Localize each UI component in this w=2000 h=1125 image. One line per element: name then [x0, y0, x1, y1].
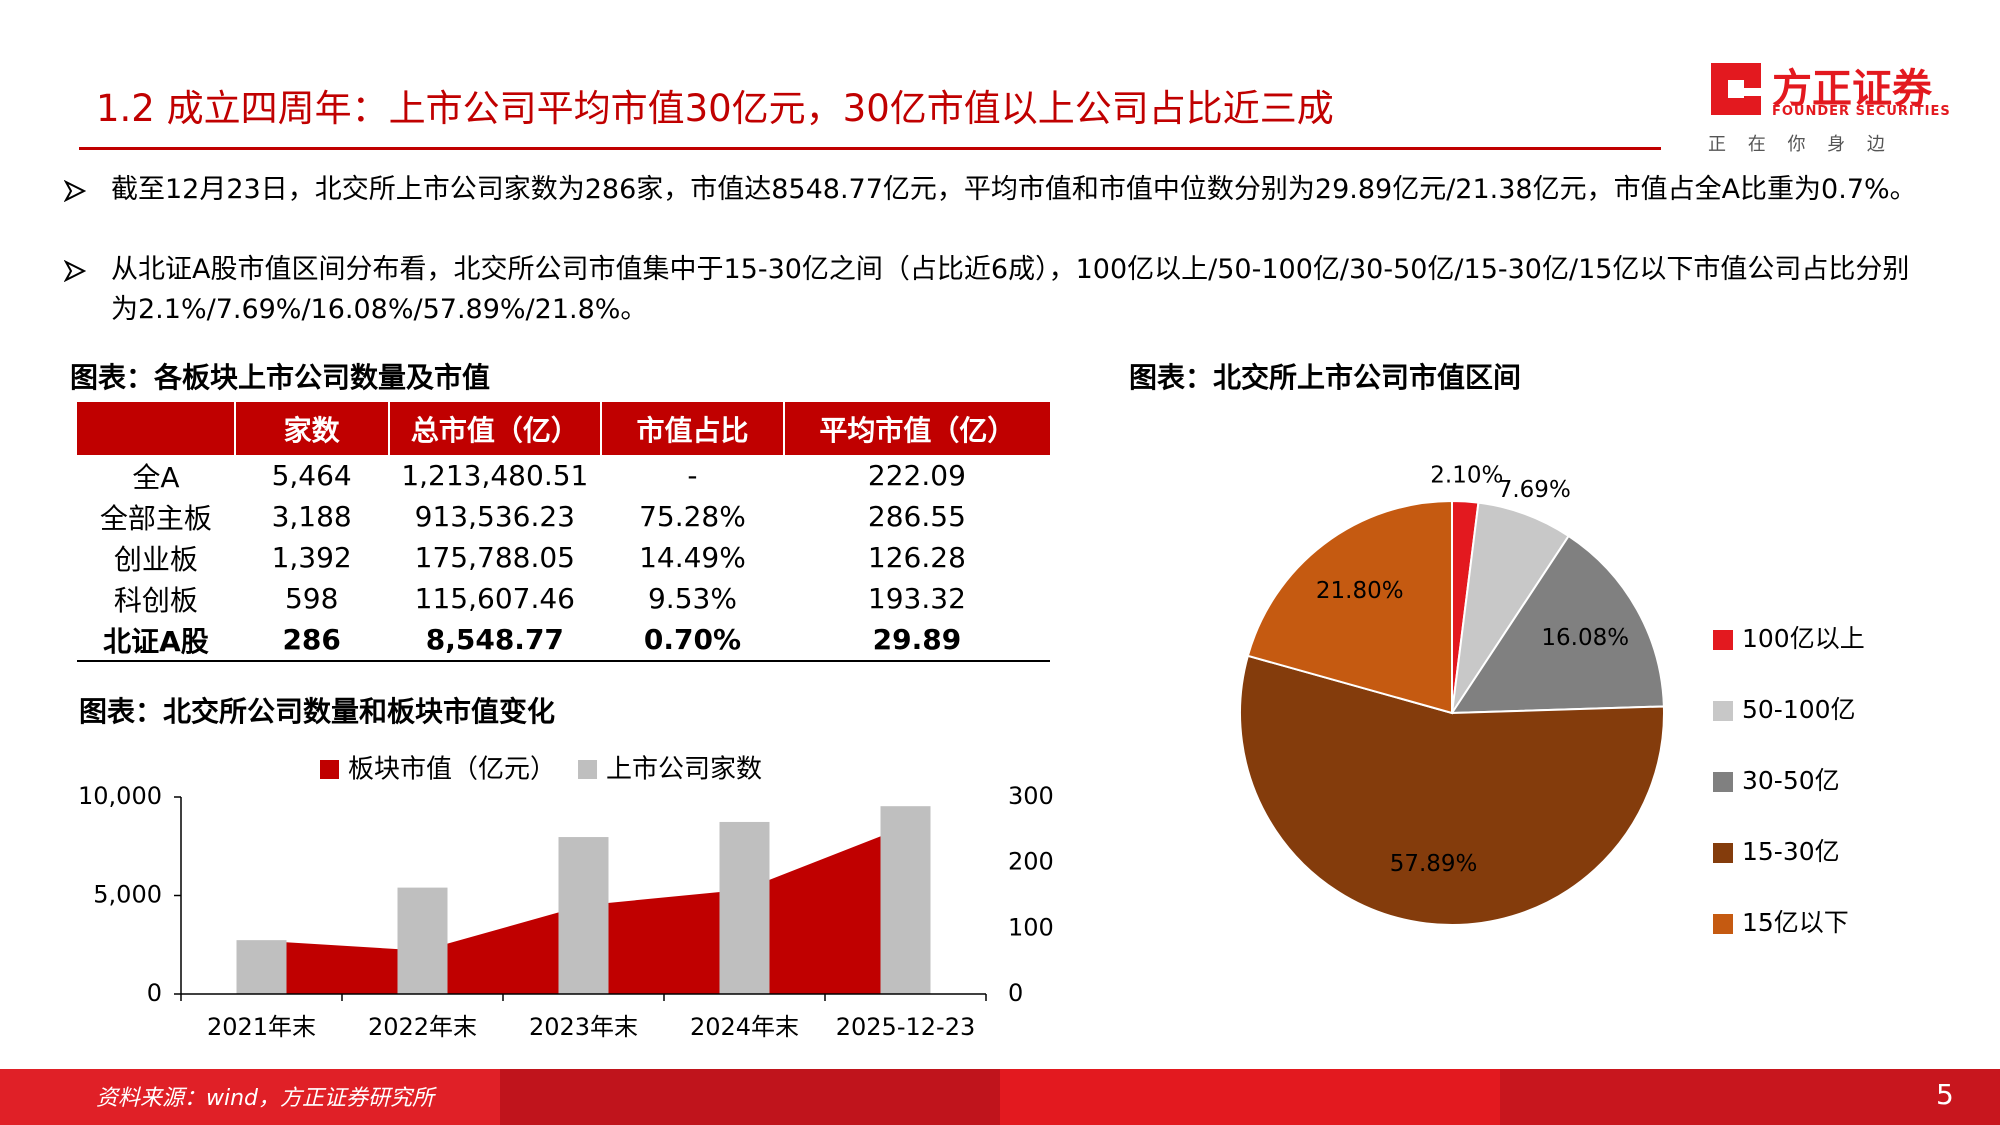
x-tick-label: 2023年末 — [529, 1013, 638, 1041]
pie-slice — [1239, 654, 1665, 926]
table-cell: 14.49% — [639, 541, 746, 574]
legend-swatch — [578, 760, 598, 779]
table-cell: 0.70% — [601, 619, 784, 662]
header-cell: 市值占比 — [600, 402, 784, 455]
table-cell: 598 — [284, 582, 339, 615]
table-row: 北证A股 286 8,548.77 0.70% 29.89 — [77, 619, 1050, 662]
bar — [880, 806, 931, 994]
chart-title: 图表：北交所上市公司市值区间 — [1129, 361, 1522, 394]
data-label: 21.80% — [1316, 578, 1404, 604]
table-cell: 75.28% — [639, 500, 746, 533]
y2-tick-label: 0 — [1008, 979, 1023, 1007]
legend-swatch — [1713, 914, 1733, 934]
logo-icon — [1711, 63, 1761, 115]
slogan: 正 在 你 身 边 — [1708, 134, 1893, 155]
x-tick-label: 2025-12-23 — [836, 1013, 975, 1041]
legend-label: 上市公司家数 — [606, 755, 762, 785]
table-cell: 全部主板 — [99, 501, 212, 535]
table-row: 创业板 1,392 175,788.05 14.49% 126.28 — [77, 537, 1050, 578]
legend-label: 15-30亿 — [1742, 837, 1840, 866]
table-cell: 222.09 — [867, 459, 966, 492]
y2-tick-label: 200 — [1008, 848, 1054, 876]
table-cell: - — [687, 459, 698, 492]
table-cell: 115,607.46 — [414, 582, 575, 615]
legend-label: 30-50亿 — [1742, 766, 1840, 795]
table-cell: 科创板 — [113, 583, 198, 617]
table-cell: 1,392 — [271, 541, 352, 574]
x-tick-label: 2022年末 — [368, 1013, 477, 1041]
legend-swatch — [1713, 701, 1733, 721]
table-cell: 全A — [132, 460, 180, 494]
bullet-text: 截至12月23日，北交所上市公司家数为286家，市值达8548.77亿元，平均市… — [111, 174, 1917, 205]
bullet-marker — [64, 180, 86, 202]
bar — [719, 821, 770, 994]
bar — [236, 940, 287, 994]
logo-text: 方正证券 — [1772, 66, 1932, 112]
logo-en: FOUNDER SECURITIES — [1772, 104, 1951, 119]
chart-title: 图表：北交所公司数量和板块市值变化 — [79, 695, 556, 728]
table-cell: 9.53% — [647, 582, 737, 615]
header-cell: 平均市值（亿） — [782, 402, 1050, 455]
header-cell: 总市值（亿） — [387, 402, 602, 455]
table-cell: 286 — [234, 619, 389, 662]
table-cell: 3,188 — [271, 500, 352, 533]
table-row: 全部主板 3,188 913,536.23 75.28% 286.55 — [77, 496, 1050, 537]
table-cell: 8,548.77 — [388, 619, 602, 662]
footer-band — [0, 1069, 2000, 1125]
legend-label: 100亿以上 — [1742, 624, 1865, 653]
source-note: 资料来源：wind，方正证券研究所 — [96, 1086, 435, 1111]
table-cell: 193.32 — [867, 582, 966, 615]
page-number: 5 — [1936, 1078, 1954, 1111]
legend-swatch — [320, 760, 339, 779]
data-label: 16.08% — [1541, 625, 1629, 651]
table-cell: 创业板 — [113, 542, 198, 576]
bar — [558, 837, 609, 994]
bar — [397, 887, 448, 994]
table-cell: 29.89 — [783, 619, 1050, 662]
table-cell: 北证A股 — [77, 619, 235, 662]
bullet-text: 从北证A股市值区间分布看，北交所公司市值集中于15-30亿之间（占比近6成），1… — [111, 254, 1910, 325]
table-cell: 175,788.05 — [414, 541, 575, 574]
y-tick-label: 0 — [147, 979, 162, 1007]
title-rule — [79, 147, 1661, 150]
y-tick-label: 10,000 — [78, 782, 162, 810]
header-cell: 家数 — [233, 402, 389, 455]
data-label: 57.89% — [1390, 851, 1478, 877]
legend-label: 15亿以下 — [1742, 908, 1849, 937]
legend-swatch — [1713, 843, 1733, 863]
x-tick-label: 2024年末 — [690, 1013, 799, 1041]
table: 家数 总市值（亿） 市值占比 平均市值（亿） 全A 5,464 1,213,480.51 - 2… — [77, 402, 1050, 662]
table-cell: 1,213,480.51 — [401, 459, 589, 492]
bullet-marker — [64, 260, 86, 282]
table-cell: 5,464 — [271, 459, 352, 492]
pie-slice — [1246, 499, 1453, 715]
data-label: 7.69% — [1498, 477, 1571, 503]
y-tick-label: 5,000 — [93, 881, 162, 909]
legend-swatch — [1713, 772, 1733, 792]
table-row: 全A 5,464 1,213,480.51 - 222.09 — [77, 455, 1050, 496]
table-title: 图表：各板块上市公司数量及市值 — [70, 361, 491, 394]
pie-slice — [1450, 534, 1665, 715]
slide-title: 1.2 成立四周年：上市公司平均市值30亿元，30亿市值以上公司占比近三成 — [96, 87, 1334, 130]
legend-label: 板块市值（亿元） — [348, 755, 556, 785]
data-label: 2.10% — [1430, 463, 1503, 489]
legend-label: 50-100亿 — [1742, 695, 1856, 724]
table-cell: 913,536.23 — [414, 500, 575, 533]
table-cell: 286.55 — [867, 500, 966, 533]
x-tick-label: 2021年末 — [207, 1013, 316, 1041]
table-row: 科创板 598 115,607.46 9.53% 193.32 — [77, 578, 1050, 619]
header-cell — [77, 402, 235, 455]
y2-tick-label: 100 — [1008, 913, 1054, 941]
y2-tick-label: 300 — [1008, 782, 1054, 810]
table-cell: 126.28 — [867, 541, 966, 574]
legend-swatch — [1713, 630, 1733, 650]
